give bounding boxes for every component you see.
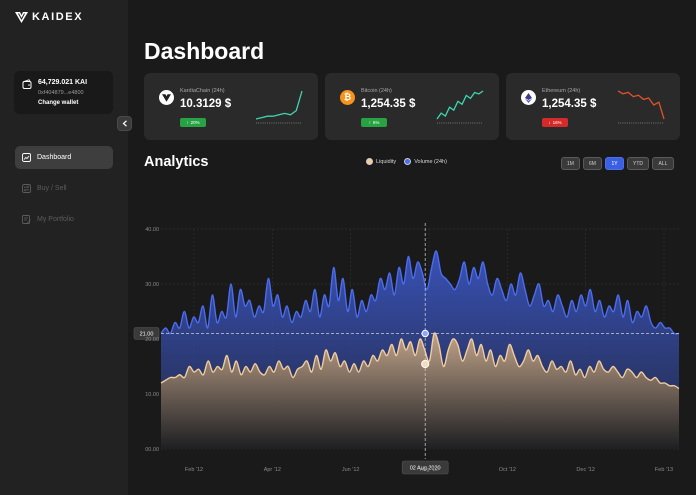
liquidity-area xyxy=(161,332,679,449)
sparkline-line xyxy=(617,90,665,120)
range-button-ytd[interactable]: YTD xyxy=(627,157,649,170)
swap-icon xyxy=(22,184,31,193)
y-tick-label: 20.00 xyxy=(145,337,159,343)
analytics-chart[interactable]: 21.00 02 Aug 2020 40.00 30.00 20.00 10.00 00.… xyxy=(128,205,696,495)
legend-item-liquidity[interactable]: Liquidity xyxy=(366,158,396,165)
arrow-up-icon: ↑ xyxy=(186,120,189,125)
logo-text: KAIDEX xyxy=(32,11,84,23)
y-tick-label: 00.00 xyxy=(145,447,159,453)
card-price: 10.3129 $ xyxy=(180,98,232,110)
sparkline-chart xyxy=(255,90,303,124)
x-tick-label: Feb '13 xyxy=(655,467,673,473)
range-button-all[interactable]: ALL xyxy=(652,157,674,170)
crosshair-x-tag xyxy=(401,460,449,475)
crosshair-y-tag xyxy=(133,327,160,340)
sparkline-chart xyxy=(617,90,665,124)
nav-item-dashboard[interactable]: Dashboard xyxy=(15,146,113,169)
wallet-balance: 64,729.021 KAI xyxy=(38,79,88,86)
chart-legend: Liquidity Volume (24h) xyxy=(366,158,447,165)
legend-item-volume[interactable]: Volume (24h) xyxy=(404,158,447,165)
arrow-up-icon: ↑ xyxy=(368,120,371,125)
nav-item-label: Dashboard xyxy=(37,154,72,161)
arrow-down-icon: ↓ xyxy=(548,120,551,125)
liquidity-line xyxy=(160,332,680,390)
chart-crosshair: 21.00 02 Aug 2020 xyxy=(133,223,679,475)
page-title: Dashboard xyxy=(144,38,265,64)
x-tick-label: Jun '12 xyxy=(342,467,360,473)
legend-dot xyxy=(404,158,412,165)
x-tick-label: Oct '12 xyxy=(499,467,516,473)
card-price: 1,254.35 $ xyxy=(361,98,416,110)
y-tick-label: 30.00 xyxy=(145,282,159,288)
card-name: KardiaChain (24h) xyxy=(180,88,225,94)
portfolio-icon xyxy=(22,215,31,224)
chevron-left-icon xyxy=(122,120,127,127)
y-tick-label: 40.00 xyxy=(145,227,159,233)
price-card-ethereum[interactable]: Ethereum (24h) 1,254.35 $ ↓ 16% xyxy=(506,73,680,140)
x-tick-label: Feb '12 xyxy=(185,467,203,473)
y-tick-label: 10.00 xyxy=(145,392,159,398)
x-tick-label: Dec '12 xyxy=(576,467,594,473)
price-card-bitcoin[interactable]: ₿ Bitcoin (24h) 1,254.35 $ ↑ 6% xyxy=(325,73,499,140)
kaidex-logo-icon xyxy=(15,11,28,23)
price-card-kardiachain[interactable]: KardiaChain (24h) 10.3129 $ ↑ 20% xyxy=(144,73,318,140)
wallet-icon xyxy=(22,79,32,89)
nav-item-my-portfolio[interactable]: My Portfolio xyxy=(15,208,113,231)
sparkline-line xyxy=(255,90,303,120)
change-badge: ↓ 16% xyxy=(542,118,568,127)
legend-dot xyxy=(366,158,373,165)
change-value: 16% xyxy=(552,120,562,125)
analytics-title: Analytics xyxy=(144,154,209,170)
nav-item-label: My Portfolio xyxy=(37,216,74,223)
range-button-6m[interactable]: 6M xyxy=(583,157,602,170)
sparkline-line xyxy=(436,90,484,120)
liquidity-marker xyxy=(421,359,430,369)
app-logo[interactable]: KAIDEX xyxy=(15,11,83,23)
kardiachain-icon xyxy=(159,90,174,105)
chart-areas xyxy=(160,250,680,449)
crosshair-x-label: 02 Aug 2020 xyxy=(410,466,441,472)
chart-labels: 40.00 30.00 20.00 10.00 00.00 Feb '12 Apr '12 J… xyxy=(145,227,673,473)
card-name: Bitcoin (24h) xyxy=(361,88,392,94)
change-value: 6% xyxy=(372,120,380,125)
crosshair-y-label: 21.00 xyxy=(140,332,154,338)
range-selector: 1M 6M 1Y YTD ALL xyxy=(561,157,674,170)
legend-label: Volume (24h) xyxy=(414,158,447,165)
sidebar: KAIDEX 64,729.021 KAI 0xf404879...e4800 … xyxy=(0,0,132,495)
range-button-1y[interactable]: 1Y xyxy=(605,157,624,170)
nav-item-buy-sell[interactable]: Buy / Sell xyxy=(15,177,113,200)
x-tick-label: Aug '12 xyxy=(420,467,438,473)
ethereum-icon xyxy=(521,90,536,105)
wallet-panel: 64,729.021 KAI 0xf404879...e4800 Change … xyxy=(14,71,113,114)
change-badge: ↑ 6% xyxy=(361,118,387,127)
change-badge: ↑ 20% xyxy=(180,118,206,127)
card-price: 1,254.35 $ xyxy=(542,98,597,110)
range-button-1m[interactable]: 1M xyxy=(561,157,580,170)
card-name: Ethereum (24h) xyxy=(542,88,581,94)
wallet-address: 0xf404879...e4800 xyxy=(38,90,84,96)
nav-item-label: Buy / Sell xyxy=(37,185,67,192)
x-tick-label: Apr '12 xyxy=(264,467,281,473)
legend-label: Liquidity xyxy=(376,158,397,165)
main-content: Dashboard KardiaChain (24h) 10.3129 $ ↑ … xyxy=(128,0,696,495)
sparkline-chart xyxy=(436,90,484,124)
collapse-sidebar-button[interactable] xyxy=(117,116,132,131)
change-wallet-link[interactable]: Change wallet xyxy=(38,100,79,106)
bitcoin-icon: ₿ xyxy=(340,90,355,105)
volume-marker xyxy=(421,329,429,338)
dashboard-icon xyxy=(22,153,31,162)
volume-line xyxy=(160,250,680,335)
change-value: 20% xyxy=(190,120,200,125)
